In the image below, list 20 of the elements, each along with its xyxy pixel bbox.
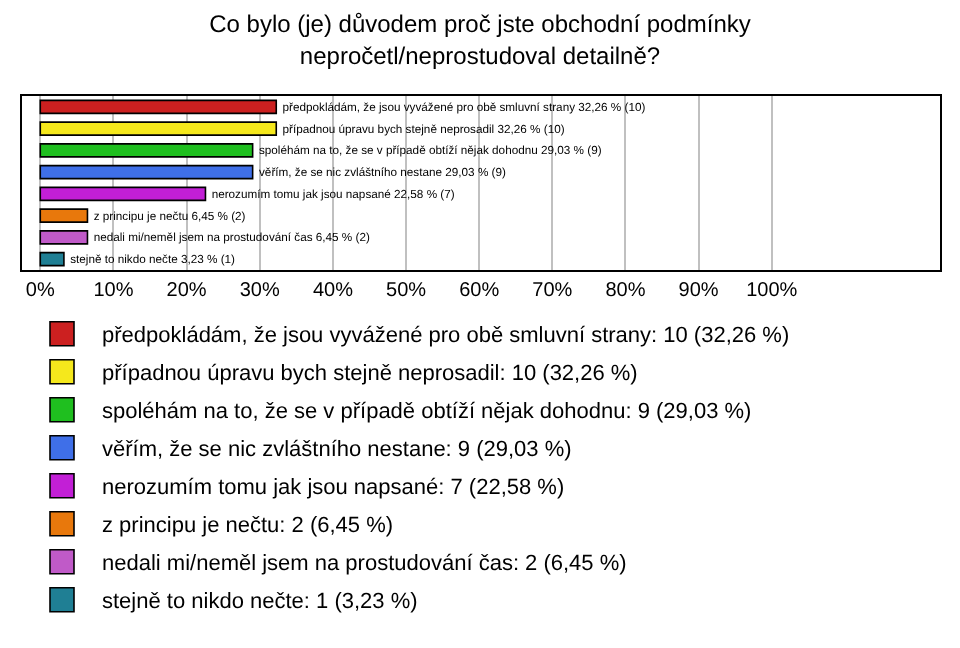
x-tick-label: 70% (532, 280, 573, 302)
legend-label: spoléhám na to, že se v případě obtíží nějak dohodnu: 9 (29,03 %) (102, 400, 752, 425)
x-tick-label: 60% (459, 280, 500, 302)
legend-label: stejně to nikdo nečte: 1 (3,23 %) (102, 590, 418, 615)
x-tick-label: 30% (239, 280, 280, 302)
x-tick-label: 20% (166, 280, 207, 302)
x-tick-label: 80% (605, 280, 646, 302)
legend-label: předpokládám, že jsou vyvážené pro obě smluvní strany: 10 (32,26 %) (102, 324, 790, 349)
x-tick-label: 90% (678, 280, 719, 302)
legend-label: nerozumím tomu jak jsou napsané: 7 (22,58 %) (102, 476, 565, 501)
x-tick-label: 0% (25, 280, 55, 302)
x-tick-label: 50% (386, 280, 427, 302)
x-tick-label: 100% (746, 280, 798, 302)
legend-label: věřím, že se nic zvláštního nestane: 9 (29,03 %) (102, 438, 572, 463)
legend-label: případnou úpravu bych stejně neprosadil: 10 (32,26 %) (102, 362, 638, 387)
x-tick-label: 10% (93, 280, 134, 302)
chart-title: Co bylo (je) důvodem proč jste obchodní podmínky nepročetl/neprostudoval detailně? (209, 10, 751, 70)
legend-label: z principu je nečtu: 2 (6,45 %) (102, 514, 394, 539)
x-tick-label: 40% (312, 280, 354, 302)
legend-label: nedali mi/neměl jsem na prostudování čas: 2 (6,45 %) (102, 552, 627, 577)
